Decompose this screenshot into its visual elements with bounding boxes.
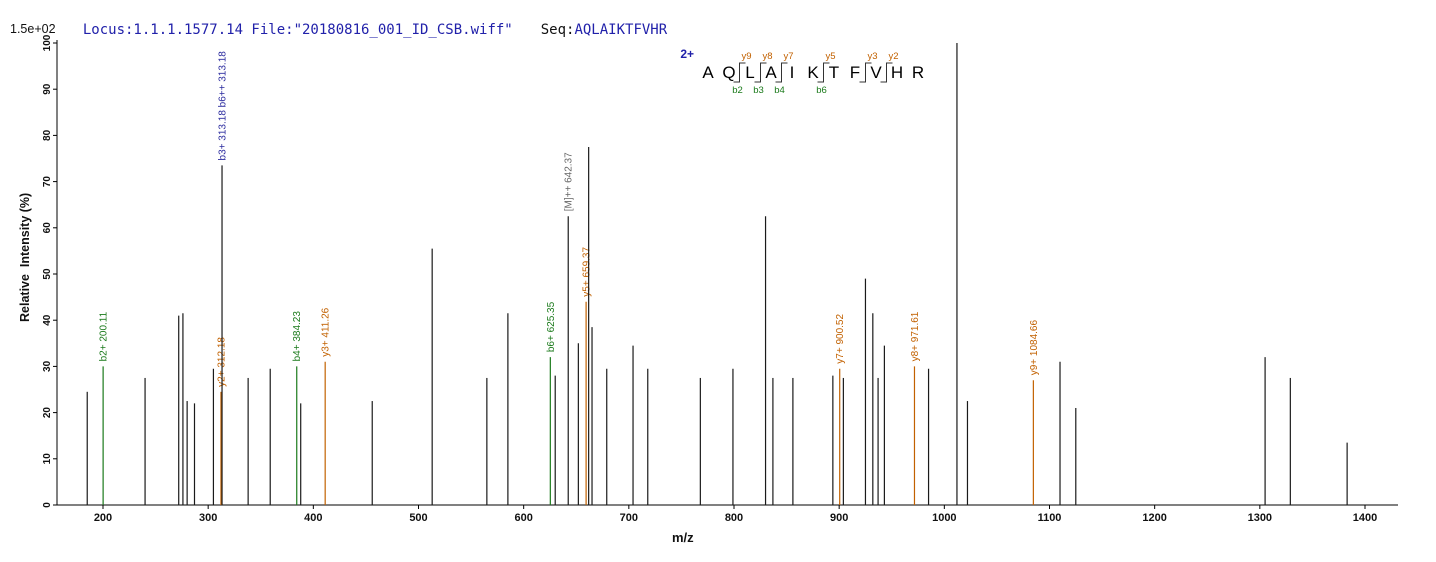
seq-label: Seq:: [540, 22, 575, 38]
sequence-residue: I: [790, 63, 795, 82]
x-tick-label: 300: [199, 512, 217, 524]
y-ion-label: y9: [742, 51, 752, 62]
x-axis-title: m/z: [672, 530, 694, 545]
y-tick-label: 80: [42, 129, 53, 141]
sequence-residue: V: [870, 63, 882, 82]
cleavage-mark: [754, 62, 767, 83]
x-tick-label: 500: [409, 512, 427, 524]
y-ion-label: y5: [826, 51, 836, 62]
y-tick-label: 20: [42, 407, 53, 419]
x-tick-label: 1400: [1353, 512, 1377, 524]
b-ion-label: b3: [753, 85, 764, 96]
y-tick-label: 30: [42, 360, 53, 372]
y-tick-label: 0: [42, 502, 53, 508]
peak-label: b6+ 625.35: [546, 301, 557, 352]
seq-value: AQLAIKTFVHR: [574, 22, 668, 38]
y-ion-label: y7: [784, 51, 794, 62]
precursor-charge-label: 2+: [680, 47, 694, 61]
x-tick-label: 700: [620, 512, 638, 524]
x-tick-label: 1100: [1038, 512, 1062, 524]
peak-label: y8+ 971.61: [910, 311, 921, 361]
x-tick-label: 200: [94, 512, 112, 524]
locus-file-label: Locus:1.1.1.1577.14 File:"20180816_001_I…: [82, 22, 513, 38]
b-ion-label: b6: [816, 85, 827, 96]
peak-label: y7+ 900.52: [835, 314, 846, 364]
cleavage-mark: [775, 62, 788, 83]
cleavage-mark: [859, 62, 872, 83]
x-tick-label: 1200: [1142, 512, 1166, 524]
b-ion-label: b2: [732, 85, 743, 96]
x-tick-label: 1300: [1248, 512, 1272, 524]
b-ion-label: b4: [774, 85, 785, 96]
y-tick-label: 70: [42, 176, 53, 188]
sequence-residue: H: [891, 63, 903, 82]
y-tick-label: 90: [42, 83, 53, 95]
peak-label: b3+ 313.18 b6++ 313.18: [218, 51, 229, 161]
y-tick-label: 50: [42, 268, 53, 280]
peak-label: [M]++ 642.37: [564, 152, 575, 211]
y-tick-label: 60: [42, 222, 53, 234]
x-tick-label: 400: [304, 512, 322, 524]
x-tick-label: 900: [830, 512, 848, 524]
peak-label: b2+ 200.11: [99, 311, 110, 361]
x-tick-label: 600: [514, 512, 532, 524]
cleavage-mark: [733, 62, 746, 83]
x-tick-label: 1000: [932, 512, 956, 524]
sequence-residue: L: [745, 63, 754, 82]
peak-label: b4+ 384.23: [292, 311, 303, 362]
sequence-residue: A: [765, 63, 777, 82]
x-tick-label: 800: [725, 512, 743, 524]
y-tick-label: 10: [42, 453, 53, 465]
sequence-residue: F: [850, 63, 860, 82]
y-tick-label: 40: [42, 314, 53, 326]
sequence-residue: T: [829, 63, 839, 82]
y-ion-label: y8: [763, 51, 773, 62]
peak-label: y9+ 1084.66: [1029, 319, 1040, 375]
peak-label: y3+ 411.26: [321, 307, 332, 356]
sequence-residue: A: [702, 63, 714, 82]
cleavage-mark: [880, 62, 893, 83]
y-ion-label: y3: [868, 51, 878, 62]
sequence-residue: Q: [722, 63, 735, 82]
cleavage-mark: [817, 62, 830, 83]
y-scale-note: 1.5e+02: [10, 22, 56, 36]
header: Locus:1.1.1.1577.14 File:"20180816_001_I…: [66, 6, 667, 38]
y-ion-label: y2: [889, 51, 899, 62]
peak-label: y5+ 659.37: [582, 247, 593, 297]
sequence-residue: R: [912, 63, 924, 82]
y-tick-label: 100: [42, 34, 53, 51]
sequence-residue: K: [807, 63, 819, 82]
